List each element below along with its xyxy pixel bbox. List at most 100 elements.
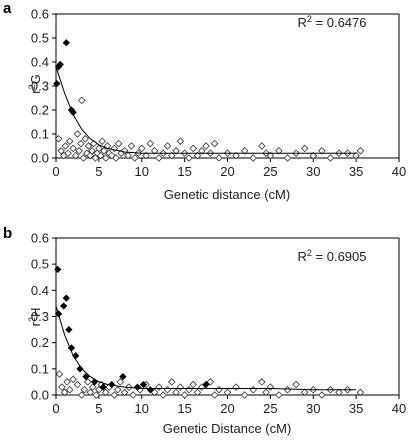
- panel-a-xtick-label: 25: [263, 164, 277, 179]
- panel-b-open-point: [163, 386, 172, 394]
- panel-b-open-point: [110, 391, 119, 399]
- panel-a-filled-point: [53, 79, 61, 88]
- panel-b-open-point: [89, 383, 97, 391]
- panel-b-filled-point: [60, 302, 68, 310]
- panel-a-open-point: [176, 137, 185, 145]
- panel-b-open-point: [95, 386, 103, 394]
- panel-a-open-point: [77, 96, 86, 105]
- panel-b-open-point: [172, 388, 180, 397]
- panel-a-open-point: [137, 144, 146, 153]
- panel-b-xtick-label: 0: [52, 401, 59, 416]
- panel-b-open-point: [58, 383, 66, 391]
- panel-a-ytick-label: 0.1: [31, 127, 49, 142]
- panel-a-open-point: [155, 154, 163, 162]
- panel-b-open-point: [210, 391, 219, 399]
- panel-b-letter: b: [3, 225, 12, 242]
- panel-a-open-point: [318, 147, 326, 155]
- panel-a-open-point: [77, 139, 85, 148]
- panel-a-xlabel: Genetic distance (cM): [164, 187, 290, 202]
- panel-a-xtick-label: 40: [392, 164, 406, 179]
- panel-a-open-point: [61, 142, 70, 150]
- panel-a-ytick-label: 0.3: [31, 79, 49, 94]
- panel-a-open-point: [84, 142, 93, 150]
- panel-a-open-point: [142, 151, 150, 160]
- panel-b-open-point: [83, 378, 92, 386]
- panel-a-open-point: [215, 154, 223, 162]
- panel-b-open-point: [335, 388, 343, 397]
- panel-b-ylabel: r2H: [27, 308, 43, 327]
- panel-a-xtick-label: 15: [177, 164, 191, 179]
- panel-b-open-point: [356, 388, 365, 397]
- panel-b-open-point: [262, 388, 270, 397]
- panel-b-open-point: [300, 388, 309, 397]
- panel-a-open-point: [185, 154, 193, 162]
- panel-a-letter: a: [3, 0, 12, 17]
- panel-b-open-point: [318, 391, 326, 399]
- panel-a-open-point: [167, 151, 176, 160]
- panel-a-open-point: [100, 147, 108, 155]
- panel-b-filled-point: [119, 373, 127, 381]
- panel-a-frame: [55, 13, 400, 159]
- panel-b-open-point: [193, 388, 202, 397]
- panel-b-open-point: [223, 388, 232, 397]
- panel-b-open-point: [283, 386, 292, 394]
- panel-b-open-point: [176, 383, 185, 391]
- panel-b-open-point: [77, 391, 86, 399]
- panel-a-open-point: [356, 147, 365, 155]
- panel-b: b r2H 0.0 0.1 0.2 0.3 0.4 0.5 0.6 0 5 10 15 20 25 30 3…: [3, 225, 406, 436]
- panel-a-open-point: [96, 151, 105, 160]
- panel-a-open-point: [283, 154, 292, 162]
- panel-a-ytick-label: 0.2: [31, 103, 49, 118]
- panel-a-open-point: [131, 154, 139, 162]
- panel-a-open-point: [69, 144, 77, 153]
- panel-b-open-point: [92, 391, 101, 399]
- panel-b-open-point: [275, 391, 283, 399]
- panel-a-open-point: [202, 142, 210, 150]
- panel-b-open-point: [206, 378, 215, 386]
- panel-b-open-point: [69, 375, 77, 384]
- panel-a-open-point: [114, 139, 123, 148]
- panel-b-open-point: [159, 391, 167, 399]
- panel-a-open-point: [75, 147, 83, 155]
- panel-a-open-point: [98, 137, 107, 145]
- panel-a-xtick-label: 0: [52, 164, 59, 179]
- panel-a-ytick-label: 0.5: [31, 31, 49, 46]
- panel-b-xtick-label: 35: [349, 401, 363, 416]
- panel-a-open-point: [150, 147, 159, 155]
- panel-b-filled-point: [202, 380, 210, 389]
- panel-a-open-point: [88, 147, 96, 155]
- panel-b-open-point: [80, 386, 89, 394]
- panel-a-open-point: [193, 151, 202, 160]
- panel-b-ytick-label: 0.5: [31, 257, 49, 272]
- panel-a-ytick-label: 0.6: [31, 7, 49, 22]
- panel-b-ytick-label: 0.1: [31, 361, 49, 376]
- panel-b-xtick-label: 5: [95, 401, 102, 416]
- panel-a-r2-annotation: R2 = 0.6476: [298, 14, 367, 30]
- panel-b-filled-point: [99, 383, 107, 391]
- panel-b-ytick-label: 0.6: [31, 231, 49, 246]
- panel-a-ylabel: r2G: [27, 74, 43, 93]
- panel-b-open-point: [120, 388, 129, 397]
- panel-b-open-point: [86, 388, 95, 397]
- panel-a-open-point: [198, 147, 206, 155]
- panel-a-open-point: [112, 154, 120, 162]
- panel-b-open-point: [249, 386, 257, 394]
- panel-a-xtick-label: 5: [95, 164, 102, 179]
- panel-a-open-point: [127, 142, 136, 150]
- panel-b-open-point: [73, 380, 82, 389]
- panel-b-filled-point: [82, 373, 90, 381]
- panel-a-ytick-label: 0.0: [31, 151, 49, 166]
- panel-b-trend-line: [55, 305, 357, 391]
- panel-b-open-point: [63, 378, 71, 386]
- panel-a-open-point: [232, 151, 240, 160]
- panel-b-open-point: [167, 378, 176, 386]
- panel-b-open-point: [292, 380, 300, 389]
- panel-a-xtick-label: 10: [135, 164, 149, 179]
- panel-a-open-point: [210, 139, 219, 148]
- panel-b-xlabel: Genetic Distance (cM): [163, 421, 292, 436]
- panel-b-xtick-label: 15: [177, 401, 191, 416]
- panel-b-open-point: [113, 386, 122, 394]
- panel-b-ytick-label: 0.3: [31, 309, 49, 324]
- panel-b-open-point: [185, 386, 193, 394]
